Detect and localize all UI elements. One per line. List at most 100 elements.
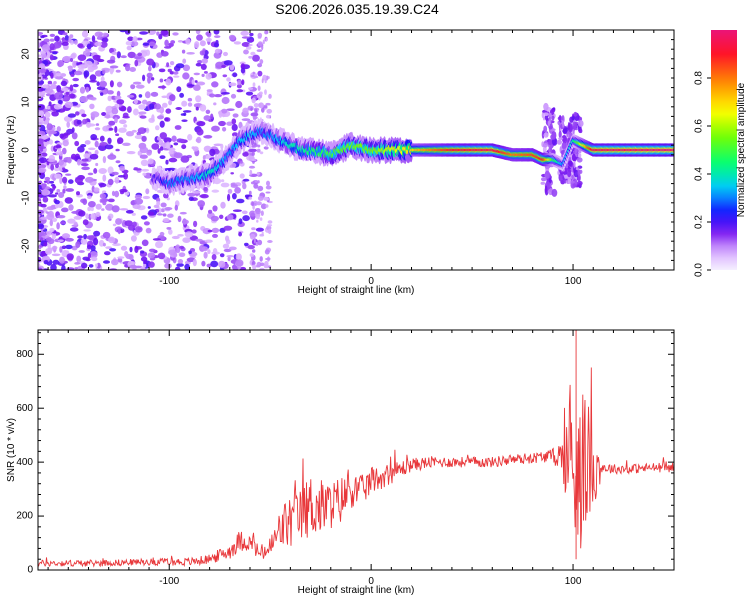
spectrogram-cell [237,79,242,86]
spectrogram-cell [181,144,187,150]
spectrogram-cell [175,244,181,250]
spectrogram-cell [195,95,202,103]
spectrogram-cell [540,181,546,185]
spectrogram-cell [250,51,256,56]
spectrogram-cell [267,240,273,243]
spectrogram-cell [126,106,132,113]
spectrogram-cell [196,81,206,86]
spectrogram-cell [77,64,87,69]
spectrogram-cell [218,120,226,127]
spectrogram-cell [38,125,41,130]
spectrogram-cell [52,259,60,265]
spectrogram-cell [251,151,255,156]
spectrogram-cell [263,146,269,150]
spectrogram-cell [248,190,252,196]
spectrogram-cell [59,133,65,139]
spectrogram-cell [55,192,59,195]
spectrogram-cell [551,188,558,197]
spectrogram-cell [218,110,223,118]
spectrogram-cell [159,146,164,151]
spectrogram-cell [56,215,66,219]
spectrogram-cell [38,117,44,121]
spectrogram-cell [160,208,165,213]
spectrogram-cell [577,169,581,177]
spectrogram-cell [268,93,272,99]
spectrogram-cell [232,132,238,138]
spectrogram-cell [76,255,82,263]
spectrogram-cell [145,127,150,134]
spectrogram-cell [558,114,562,123]
spectrogram-cell [81,158,89,162]
spectrogram-cell [160,30,169,36]
spectrogram-cell [119,30,127,33]
spectrogram-cell [57,239,64,242]
spectrogram-cell [93,187,100,193]
spectrogram-cell [111,171,119,176]
spectrogram-cell [54,92,63,100]
spectrogram-cell [222,243,230,249]
spectrogram-cell [238,231,243,237]
spectrogram-cell [38,267,43,270]
spectrogram-cell [45,211,49,214]
spectrogram-cell [101,208,105,211]
spectrogram-cell [90,245,96,252]
spectrogram-cell [259,151,264,155]
spectrogram-cell [75,111,80,116]
spectrogram-cell [76,159,81,166]
spectrogram-cell [134,226,143,233]
spectrogram-cell [119,208,129,211]
spectrogram-cell [154,103,161,110]
spectrogram-cell [177,40,183,43]
colorbar: 0.0 0.2 0.4 0.6 0.8 Normalized spectral ampli… [694,30,747,277]
spectrogram-cell [118,127,127,133]
spectrogram-cell [267,220,273,224]
spectrogram-cell [184,263,190,270]
spectrogram-cell [60,221,66,225]
spectrogram-cell [99,135,105,142]
spectrogram-cell [87,206,92,212]
spectrogram-cell [53,81,57,85]
spectrogram-cell [83,70,90,78]
spectrogram-cell [253,237,256,244]
spectrogram-cell [107,178,114,186]
spectrogram-cell [52,217,58,222]
spectrogram-cell [150,91,159,97]
spectrogram-cell [87,66,95,73]
spectrogram-cell [115,148,120,152]
spectrogram-cell [211,125,220,132]
spectrogram-cell [145,188,150,195]
spectrogram-cell [50,145,55,152]
spectrogram-cell [196,128,204,136]
spectrogram-cell [81,163,89,167]
spectrogram-cell [165,159,169,165]
spectrogram-cell [38,41,41,49]
spectrogram-cell [165,108,172,114]
spectrogram-cell [49,38,55,42]
spectrogram-cell [207,229,213,233]
spectrogram-cell [223,225,233,231]
spectrogram-cell [164,207,173,211]
spectrogram-cell [179,92,185,98]
spectrogram-cell [141,99,148,105]
x-tick-label: -100 [159,276,179,287]
spectrogram-cell [126,151,136,155]
spectrogram-cell [74,140,80,147]
spectrogram-cell [112,114,121,120]
spectrogram-cell [247,245,255,250]
spectrogram-cell [230,184,238,188]
spectrogram-cell [256,49,263,52]
spectrogram-cell [232,193,237,200]
spectrogram-cell [193,72,200,76]
spectrogram-cell [543,112,549,116]
spectrogram-cell [227,193,231,202]
spectrogram-cell [134,194,142,200]
spectrogram-cell [175,63,185,69]
spectrogram-cell [158,68,166,73]
spectrogram-cell [89,80,98,83]
spectrogram-cell [67,218,76,224]
spectrogram-cell [56,189,61,193]
spectrogram-cell [219,214,224,219]
spectrogram-cell [107,95,112,102]
spectrogram-cell [86,235,95,240]
